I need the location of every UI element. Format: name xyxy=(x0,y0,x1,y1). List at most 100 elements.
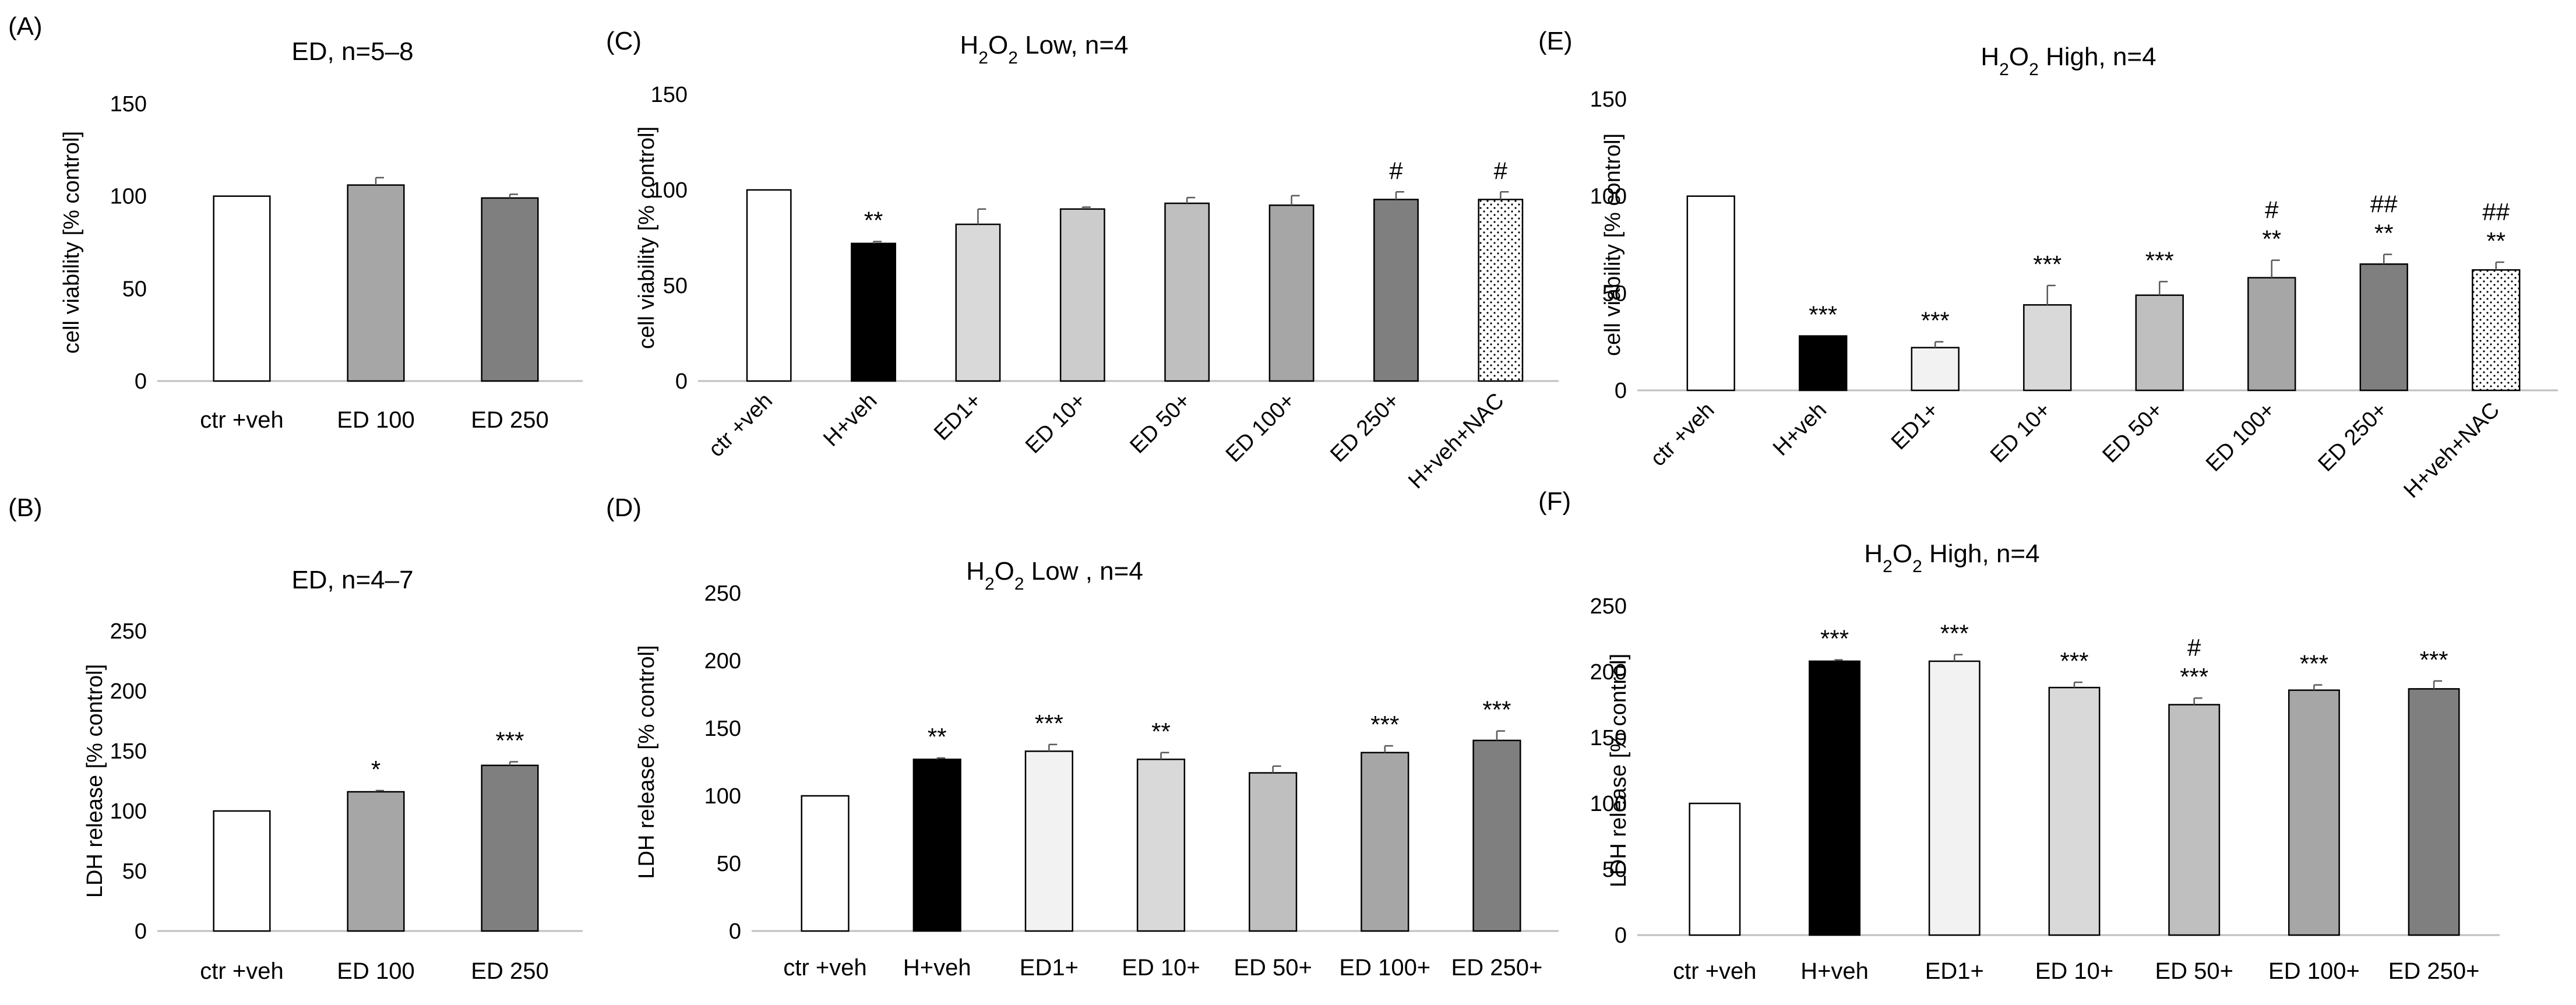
y-tick-label: 100 xyxy=(1590,792,1627,816)
y-tick-label: 0 xyxy=(135,369,147,394)
bar-5 xyxy=(2168,704,2221,936)
significance-hash: # xyxy=(2265,196,2279,224)
significance-stars: *** xyxy=(1809,301,1837,329)
title-subscript: 2 xyxy=(1912,557,1922,576)
chart-title: ED, n=5–8 xyxy=(291,37,413,66)
y-axis-label: cell viability [% control] xyxy=(635,126,659,349)
x-tick-label: ctr +veh xyxy=(200,958,283,984)
x-tick-label: ED 100 xyxy=(337,958,414,984)
bar-3 xyxy=(1928,660,1981,936)
x-tick-label: ED 250+ xyxy=(2314,398,2392,477)
x-tick-label: ED 100+ xyxy=(2201,398,2280,477)
x-tick-label: ED 10+ xyxy=(1021,389,1091,459)
bar-2 xyxy=(347,791,405,932)
y-axis-label: cell viability [% control] xyxy=(59,131,84,354)
title-h: H xyxy=(1864,539,1883,568)
bar-5 xyxy=(2135,294,2184,392)
title-subscript: 2 xyxy=(1999,60,2009,79)
y-tick-label: 200 xyxy=(1590,660,1627,685)
significance-stars: *** xyxy=(495,727,524,754)
significance-stars: ** xyxy=(1151,718,1171,745)
significance-hash: ## xyxy=(2370,191,2398,218)
panel-label: (C) xyxy=(606,27,642,55)
bar-8 xyxy=(2472,269,2521,392)
chart-title: ED, n=4–7 xyxy=(291,566,413,594)
y-tick-label: 0 xyxy=(675,369,688,394)
title-subscript: 2 xyxy=(978,48,988,68)
bar-3 xyxy=(1024,750,1073,932)
y-tick-label: 0 xyxy=(135,919,147,944)
significance-stars: *** xyxy=(1940,620,1969,647)
title-h: H xyxy=(960,31,979,59)
bar-3 xyxy=(481,764,539,932)
x-tick-label: ED 50+ xyxy=(1125,389,1195,459)
chart-panel-1: (A) ED, n=5–8 cell viability [% control] 0 5… xyxy=(8,12,583,433)
significance-stars: *** xyxy=(2060,647,2088,675)
y-tick-label: 200 xyxy=(704,649,741,673)
bar-1 xyxy=(746,189,792,382)
x-tick-label: ED 50+ xyxy=(2098,398,2168,468)
bar-7 xyxy=(1472,739,1521,932)
x-tick-label: ED1+ xyxy=(1925,958,1984,984)
y-tick-label: 150 xyxy=(1590,726,1627,750)
y-tick-label: 150 xyxy=(704,717,741,741)
bar-2 xyxy=(1809,660,1861,936)
y-tick-label: 100 xyxy=(1590,185,1627,209)
title-o: O xyxy=(995,557,1014,586)
y-tick-label: 250 xyxy=(110,619,147,644)
x-tick-label: H+veh xyxy=(1800,958,1869,984)
bar-4 xyxy=(1059,208,1105,382)
bar-5 xyxy=(1249,772,1298,932)
panel-label: (A) xyxy=(8,12,43,41)
bar-1 xyxy=(213,195,271,382)
significance-stars: *** xyxy=(2300,650,2328,678)
bar-1 xyxy=(213,810,271,932)
y-tick-label: 100 xyxy=(110,185,147,209)
significance-stars: *** xyxy=(2145,246,2174,274)
y-tick-label: 0 xyxy=(1615,379,1627,403)
bar-4 xyxy=(2023,304,2072,392)
x-tick-label: ED 100+ xyxy=(1221,389,1300,467)
y-axis-label: LDH release [% control] xyxy=(635,645,659,879)
bar-6 xyxy=(2288,689,2340,936)
significance-stars: *** xyxy=(1482,696,1511,724)
bar-6 xyxy=(1361,752,1409,932)
title-subscript: 2 xyxy=(1014,574,1024,594)
bar-4 xyxy=(1136,759,1186,932)
y-tick-label: 150 xyxy=(651,83,688,107)
x-tick-label: H+veh xyxy=(819,389,882,452)
significance-hash: # xyxy=(1389,157,1403,184)
chart-title: H2O2 High, n=4 xyxy=(1864,539,2039,576)
x-tick-label: ED 100 xyxy=(337,407,414,433)
title-h: H xyxy=(1981,43,1999,71)
bar-7 xyxy=(2359,263,2408,392)
x-tick-label: ED 10+ xyxy=(1122,955,1200,981)
title-rest: High, n=4 xyxy=(2039,43,2156,71)
x-tick-label: ED 250+ xyxy=(1451,955,1543,981)
x-tick-label: ctr +veh xyxy=(1673,958,1756,984)
x-tick-label: ED1+ xyxy=(1887,398,1944,455)
panel-label: (F) xyxy=(1538,487,1571,516)
x-tick-label: H+veh xyxy=(1768,398,1831,461)
x-tick-label: H+veh xyxy=(903,955,971,981)
x-tick-label: H+veh+NAC xyxy=(2399,398,2505,503)
y-tick-label: 50 xyxy=(122,859,147,884)
bar-2 xyxy=(1799,335,1848,392)
x-tick-label: ED 250+ xyxy=(1326,389,1404,467)
title-o: O xyxy=(988,31,1008,59)
y-tick-label: 200 xyxy=(110,679,147,704)
y-tick-label: 250 xyxy=(704,581,741,606)
bar-3 xyxy=(481,197,539,382)
y-tick-label: 100 xyxy=(704,784,741,809)
x-tick-label: H+veh+NAC xyxy=(1404,389,1509,494)
title-subscript: 2 xyxy=(1883,557,1893,576)
y-tick-label: 100 xyxy=(110,799,147,824)
bar-3 xyxy=(1911,347,1960,392)
panel-label: (D) xyxy=(606,493,642,522)
significance-stars: *** xyxy=(1370,711,1399,738)
x-tick-label: ED 50+ xyxy=(1234,955,1312,981)
y-tick-label: 0 xyxy=(1615,923,1627,948)
